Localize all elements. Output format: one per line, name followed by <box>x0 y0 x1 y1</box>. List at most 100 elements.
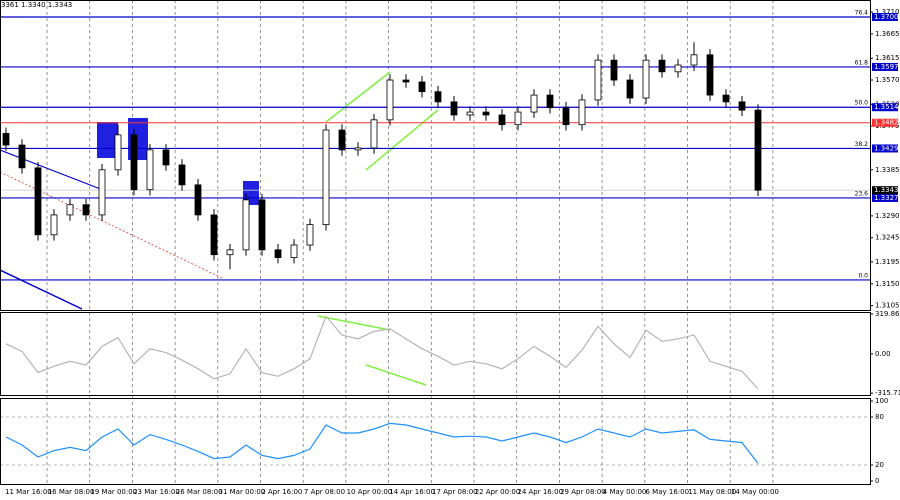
x-tick-label: 31 Mar 00:00 <box>219 488 266 496</box>
candle-body <box>370 119 378 149</box>
x-tick-label: 24 Apr 16:00 <box>517 488 563 496</box>
x-tick-label: 4 May 00:00 <box>603 488 647 496</box>
candle-body <box>466 111 474 116</box>
x-tick-label: 11 May 08:00 <box>688 488 736 496</box>
candle-body <box>130 134 138 191</box>
panel-border <box>0 0 871 311</box>
candle-body <box>658 59 666 73</box>
candle-body <box>626 79 634 99</box>
x-tick-label: 14 May 00:00 <box>731 488 779 496</box>
current-price: 1.3343 <box>874 186 899 194</box>
y-tick-label: -315.716 <box>875 389 900 397</box>
fib-level-price: 1.3597 <box>874 63 899 71</box>
trend-line <box>0 269 83 310</box>
x-tick-label: 17 Apr 08:00 <box>432 488 478 496</box>
candle-body <box>754 109 762 191</box>
candle-body <box>482 111 490 116</box>
candle-body <box>706 54 714 96</box>
candle-body <box>18 144 26 169</box>
candle-body <box>338 129 346 151</box>
candle-body <box>194 184 202 216</box>
candle-body <box>258 199 266 251</box>
x-tick-label: 10 Apr 00:00 <box>347 488 393 496</box>
candle-body <box>274 249 282 259</box>
candle-body <box>322 129 330 226</box>
candle-body <box>2 133 10 146</box>
y-tick-label: 319.8648 <box>875 310 900 318</box>
candle-body <box>210 214 218 256</box>
candle-body <box>386 79 394 121</box>
header-prices: 3361 1.3340 1.3343 <box>1 1 72 9</box>
y-tick-label: 1.3710 <box>875 8 900 16</box>
candle-body <box>610 59 618 81</box>
price-box <box>872 144 898 153</box>
price-box <box>872 12 898 21</box>
candle-body <box>546 94 554 109</box>
candle-body <box>578 99 586 126</box>
candle-body <box>226 249 234 256</box>
candle-body <box>34 167 42 236</box>
fib-level-name: 23.6 <box>855 190 869 197</box>
price-box <box>872 62 898 71</box>
price-box <box>872 103 898 112</box>
candle-body <box>98 169 106 216</box>
panel-border <box>0 398 871 485</box>
candle-body <box>146 149 154 191</box>
candle-body <box>594 59 602 101</box>
divergence-line <box>317 315 391 331</box>
fib-level-price: 1.3514 <box>874 103 899 111</box>
candle-body <box>450 101 458 116</box>
channel-line <box>325 71 391 123</box>
y-tick-label: 1.3615 <box>875 54 900 62</box>
indicator-line <box>5 422 759 464</box>
red-line-price: 1.3482 <box>874 119 899 127</box>
candle-body <box>722 94 730 103</box>
y-tick-label: 1.3105 <box>875 302 900 310</box>
candle-body <box>306 224 314 246</box>
x-tick-label: 19 Mar 00:00 <box>90 488 137 496</box>
candle-body <box>674 64 682 73</box>
x-tick-label: 14 Apr 16:00 <box>389 488 435 496</box>
candle-body <box>50 214 58 236</box>
fib-level-name: 76.4 <box>855 9 869 16</box>
candle-body <box>178 164 186 186</box>
x-tick-label: 2 Apr 16:00 <box>261 488 302 496</box>
fib-level-name: 0.0 <box>858 272 868 279</box>
candle-body <box>290 244 298 259</box>
fib-level-price: 1.3327 <box>874 194 899 202</box>
trend-line <box>0 149 104 191</box>
candle-body <box>354 147 362 151</box>
candle-body <box>66 204 74 216</box>
channel-line <box>365 109 439 171</box>
x-tick-label: 11 Mar 16:00 <box>5 488 52 496</box>
candle-body <box>82 204 90 216</box>
y-tick-label: 0 <box>875 477 879 485</box>
y-tick-label: 1.3385 <box>875 166 900 174</box>
candle-body <box>642 59 650 99</box>
y-tick-label: 80 <box>875 413 884 421</box>
indicator-line <box>5 315 759 390</box>
fib-level-price: 1.3700 <box>874 13 899 21</box>
candle-body <box>418 81 426 93</box>
candle-body <box>562 107 570 126</box>
y-tick-label: 1.3150 <box>875 280 900 288</box>
x-tick-label: 23 Mar 16:00 <box>133 488 180 496</box>
marker-box <box>243 181 259 205</box>
candle-body <box>530 94 538 113</box>
x-tick-label: 29 Apr 08:00 <box>560 488 606 496</box>
fib-level-price: 1.3429 <box>874 144 899 152</box>
price-box <box>872 118 898 127</box>
x-tick-label: 6 May 16:00 <box>646 488 690 496</box>
y-tick-label: 1.3665 <box>875 30 900 38</box>
fib-level-name: 61.8 <box>855 59 869 66</box>
candle-body <box>242 199 250 251</box>
candle-body <box>402 79 410 83</box>
x-tick-label: 16 Mar 08:00 <box>48 488 95 496</box>
x-tick-label: 7 Apr 08:00 <box>304 488 345 496</box>
candle-body <box>514 111 522 126</box>
y-tick-label: 100 <box>875 397 888 405</box>
y-tick-label: 1.3245 <box>875 234 900 242</box>
x-tick-label: 26 Mar 08:00 <box>176 488 223 496</box>
